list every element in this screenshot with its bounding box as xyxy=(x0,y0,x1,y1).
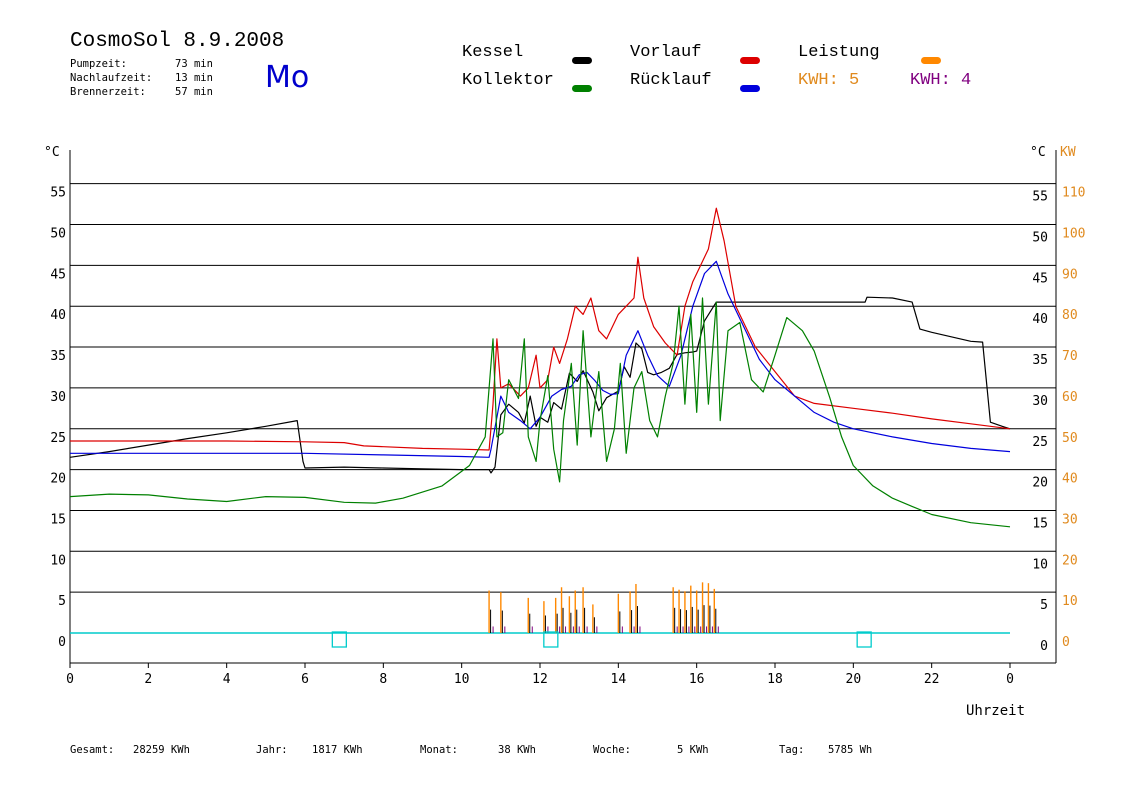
y-tick-label-right: 35 xyxy=(1032,353,1048,368)
legend-swatch-leistung xyxy=(921,57,941,64)
x-tick-label: 0 xyxy=(1006,672,1014,687)
footer-value-gesamt: 28259 KWh xyxy=(133,744,190,756)
x-tick-label: 8 xyxy=(379,672,387,687)
x-tick-label: 20 xyxy=(846,672,862,687)
y-tick-label-left: 15 xyxy=(50,512,66,527)
tick-labels: 0510152025303540455055051015202530354045… xyxy=(50,186,1085,687)
legend-swatch-kollektor xyxy=(572,85,592,92)
stat-label-brenner: Brennerzeit: xyxy=(70,86,146,98)
legend-label-ruecklauf: Rücklauf xyxy=(630,71,712,90)
footer-label-jahr: Jahr: xyxy=(256,744,288,756)
legend-label-vorlauf: Vorlauf xyxy=(630,43,702,62)
footer-value-tag: 5785 Wh xyxy=(828,744,873,756)
stat-value-pump: 73 min xyxy=(175,58,213,70)
x-tick-label: 22 xyxy=(924,672,940,687)
y-tick-label-right: 5 xyxy=(1040,598,1048,613)
x-tick-label: 2 xyxy=(144,672,152,687)
y-tick-label-left: 0 xyxy=(58,635,66,650)
y-tick-label-left: 20 xyxy=(50,472,66,487)
legend-swatch-vorlauf xyxy=(740,57,760,64)
footer-value-jahr: 1817 KWh xyxy=(312,744,363,756)
kw-tick-label: 0 xyxy=(1062,635,1070,650)
y-axis-label-kw: KW xyxy=(1060,145,1076,160)
y-tick-label-right: 50 xyxy=(1032,231,1048,246)
x-tick-label: 16 xyxy=(689,672,705,687)
y-tick-label-right: 30 xyxy=(1032,394,1048,409)
y-tick-label-left: 10 xyxy=(50,553,66,568)
y-tick-label-left: 45 xyxy=(50,267,66,282)
stat-label-nachlauf: Nachlaufzeit: xyxy=(70,72,153,84)
cyan-marker xyxy=(856,631,872,648)
y-tick-label-right: 20 xyxy=(1032,476,1048,491)
y-tick-label-right: 25 xyxy=(1032,435,1048,450)
stat-value-brenner: 57 min xyxy=(175,86,213,98)
legend-label-kollektor: Kollektor xyxy=(462,71,554,90)
stat-label-pump: Pumpzeit: xyxy=(70,58,127,70)
kw-tick-label: 40 xyxy=(1062,472,1078,487)
legend-label-kessel: Kessel xyxy=(462,43,524,62)
kwh-purple: KWH: 4 xyxy=(910,71,972,90)
cyan-marker xyxy=(331,631,347,648)
y-tick-label-left: 40 xyxy=(50,308,66,323)
x-tick-label: 18 xyxy=(767,672,783,687)
kw-tick-label: 110 xyxy=(1062,186,1085,201)
legend-swatch-ruecklauf xyxy=(740,85,760,92)
kw-tick-label: 10 xyxy=(1062,594,1078,609)
kw-tick-label: 60 xyxy=(1062,390,1078,405)
footer-label-woche: Woche: xyxy=(593,744,631,756)
footer-value-woche: 5 KWh xyxy=(677,744,709,756)
footer-label-gesamt: Gesamt: xyxy=(70,744,115,756)
series-line-vorlauf xyxy=(70,207,1011,451)
weekday: Mo xyxy=(265,60,310,95)
legend-label-leistung: Leistung xyxy=(798,43,880,62)
y-axis-label-right: °C xyxy=(1030,145,1046,160)
kw-tick-label: 70 xyxy=(1062,349,1078,364)
page-title: CosmoSol 8.9.2008 xyxy=(70,30,285,53)
footer-label-tag: Tag: xyxy=(779,744,805,756)
x-tick-label: 12 xyxy=(532,672,548,687)
y-tick-label-right: 15 xyxy=(1032,516,1048,531)
power-spikes xyxy=(488,582,719,633)
x-tick-label: 0 xyxy=(66,672,74,687)
x-tick-label: 14 xyxy=(611,672,627,687)
grid-lines xyxy=(70,183,1056,593)
kw-tick-label: 80 xyxy=(1062,308,1078,323)
y-tick-label-right: 45 xyxy=(1032,271,1048,286)
footer-label-monat: Monat: xyxy=(420,744,458,756)
series-line-kessel xyxy=(69,296,1011,474)
y-tick-label-left: 5 xyxy=(58,594,66,609)
axes xyxy=(69,150,1057,668)
cyan-markers xyxy=(331,631,872,648)
y-tick-label-right: 10 xyxy=(1032,557,1048,572)
series-line-kollektor xyxy=(69,297,1011,528)
y-tick-label-left: 50 xyxy=(50,227,66,242)
y-tick-label-right: 40 xyxy=(1032,312,1048,327)
x-tick-label: 10 xyxy=(454,672,470,687)
series-line-rcklauf xyxy=(70,260,1011,458)
cyan-marker xyxy=(543,631,559,648)
series-lines xyxy=(69,207,1011,634)
x-axis-label: Uhrzeit xyxy=(966,703,1025,719)
y-tick-label-left: 35 xyxy=(50,349,66,364)
y-tick-label-right: 0 xyxy=(1040,639,1048,654)
x-tick-label: 4 xyxy=(223,672,231,687)
kwh-orange: KWH: 5 xyxy=(798,71,860,90)
kw-tick-label: 100 xyxy=(1062,227,1085,242)
x-tick-label: 6 xyxy=(301,672,309,687)
kw-tick-label: 90 xyxy=(1062,267,1078,282)
y-axis-label-left: °C xyxy=(44,145,60,160)
stat-value-nachlauf: 13 min xyxy=(175,72,213,84)
legend-swatch-kessel xyxy=(572,57,592,64)
kw-tick-label: 50 xyxy=(1062,431,1078,446)
y-tick-label-left: 25 xyxy=(50,431,66,446)
footer-value-monat: 38 KWh xyxy=(498,744,536,756)
y-tick-label-left: 30 xyxy=(50,390,66,405)
kw-tick-label: 20 xyxy=(1062,553,1078,568)
y-tick-label-right: 55 xyxy=(1032,190,1048,205)
y-tick-label-left: 55 xyxy=(50,186,66,201)
kw-tick-label: 30 xyxy=(1062,512,1078,527)
